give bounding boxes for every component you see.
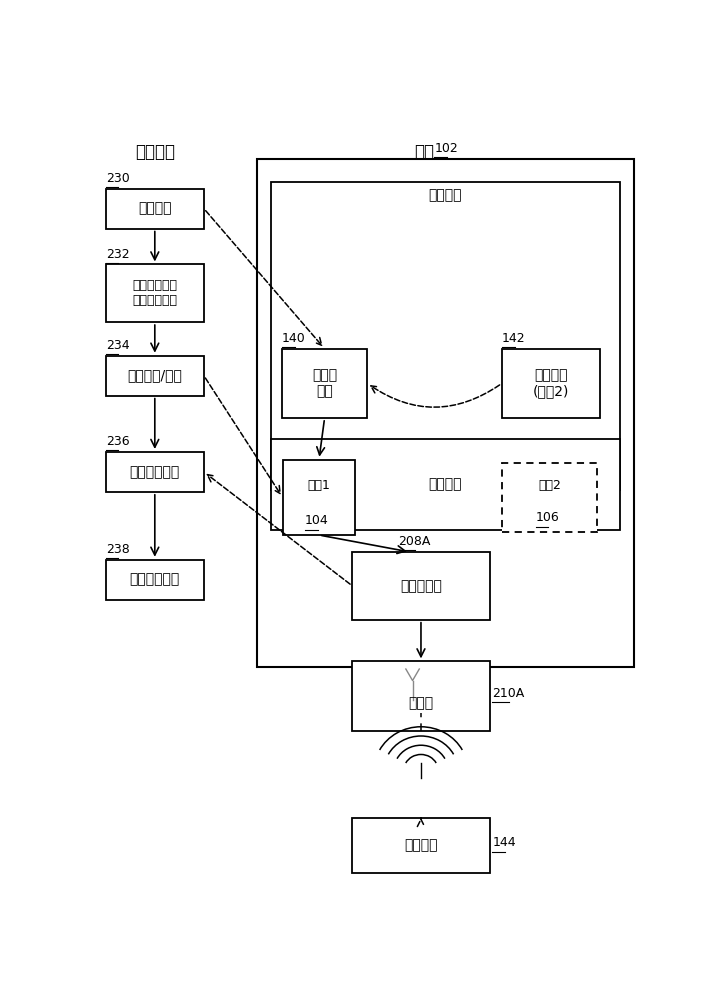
Text: 236: 236 bbox=[106, 435, 129, 448]
Text: 侦听者
程序: 侦听者 程序 bbox=[312, 368, 337, 398]
Text: 配置设置: 配置设置 bbox=[404, 838, 437, 852]
Bar bbox=[271, 182, 620, 490]
Bar bbox=[502, 463, 597, 532]
Text: 140: 140 bbox=[282, 332, 306, 345]
Text: 操作系统: 操作系统 bbox=[429, 188, 462, 202]
Bar bbox=[271, 439, 620, 530]
Text: 106: 106 bbox=[536, 511, 560, 524]
Text: 104: 104 bbox=[305, 514, 329, 527]
Bar bbox=[282, 349, 367, 418]
Text: 230: 230 bbox=[106, 172, 129, 185]
Bar bbox=[106, 264, 204, 322]
Text: 传送配置设置: 传送配置设置 bbox=[129, 573, 180, 587]
Bar bbox=[106, 452, 204, 492]
Text: 208A: 208A bbox=[398, 535, 431, 548]
Text: 发起配对/连接: 发起配对/连接 bbox=[127, 369, 182, 383]
Text: 232: 232 bbox=[106, 248, 129, 261]
Text: 234: 234 bbox=[106, 339, 129, 352]
Text: 配置设置
(协议2): 配置设置 (协议2) bbox=[533, 368, 569, 398]
Text: 238: 238 bbox=[106, 543, 129, 556]
Bar bbox=[352, 818, 489, 873]
Text: 侦听公告: 侦听公告 bbox=[138, 202, 171, 216]
Text: 配置过程: 配置过程 bbox=[134, 143, 175, 161]
Text: 从未经配置的
设备接收公告: 从未经配置的 设备接收公告 bbox=[132, 279, 177, 307]
Bar bbox=[283, 460, 356, 535]
Bar bbox=[352, 552, 489, 620]
Text: 102: 102 bbox=[435, 142, 458, 155]
Bar bbox=[106, 356, 204, 396]
Text: 无线电: 无线电 bbox=[408, 697, 434, 711]
Text: 协议2: 协议2 bbox=[539, 479, 561, 492]
Text: 获得配置设置: 获得配置设置 bbox=[129, 465, 180, 479]
Text: 210A: 210A bbox=[492, 687, 525, 700]
Bar bbox=[106, 189, 204, 229]
Text: 142: 142 bbox=[502, 332, 526, 345]
Text: 主机: 主机 bbox=[414, 143, 434, 161]
Text: 无线电接口: 无线电接口 bbox=[400, 579, 442, 593]
Bar bbox=[502, 349, 600, 418]
Bar bbox=[106, 560, 204, 600]
Bar bbox=[257, 159, 634, 667]
Text: 协议1: 协议1 bbox=[307, 479, 330, 492]
Text: 144: 144 bbox=[492, 836, 516, 849]
Text: 网络堆栈: 网络堆栈 bbox=[429, 477, 462, 491]
Bar bbox=[352, 661, 489, 731]
